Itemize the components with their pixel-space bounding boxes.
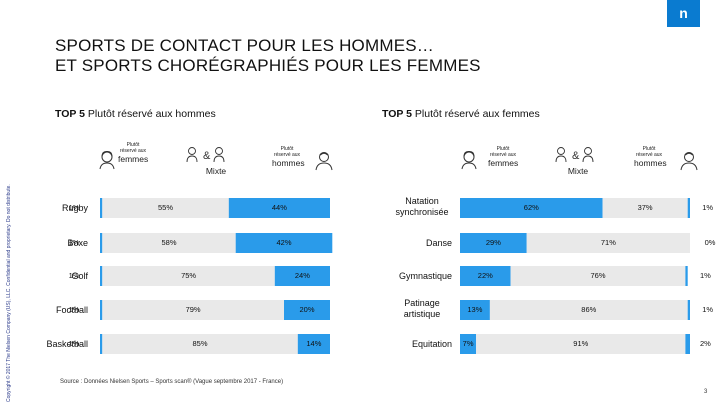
value-men: 20% (299, 305, 315, 314)
value-men: 44% (271, 203, 287, 212)
bar-women (460, 334, 477, 354)
bar-men (687, 300, 690, 320)
mixed-people-icon-right: & (555, 147, 594, 163)
value-mixed: 85% (192, 339, 208, 348)
value-men: 14% (306, 339, 322, 348)
bar-men (228, 198, 330, 218)
bar-men (687, 198, 690, 218)
value-mixed: 75% (181, 271, 197, 280)
value-mixed: 76% (590, 271, 606, 280)
value-men: 0% (704, 238, 716, 247)
value-men: 24% (294, 271, 310, 280)
right-header-men: Plutôt réservé aux hommes (634, 146, 667, 168)
value-men: 1% (702, 305, 714, 314)
value-men: 42% (276, 238, 292, 247)
value-women: 1% (68, 203, 80, 212)
bar-mixed (526, 233, 690, 253)
bar-men (685, 334, 690, 354)
left-panel-title: TOP 5 Plutôt réservé aux hommes (55, 108, 216, 120)
bar-men (274, 266, 330, 286)
bar-women (100, 233, 103, 253)
bar-men (284, 300, 330, 320)
left-header-women: Plutôt réservé aux femmes (118, 142, 149, 164)
woman-icon (99, 150, 115, 170)
man-icon-right (680, 152, 698, 171)
bar-women (460, 198, 603, 218)
slide-title: SPORTS DE CONTACT POUR LES HOMMES… ET SP… (55, 36, 481, 76)
left-panel-title-text: Plutôt réservé aux hommes (87, 108, 216, 120)
bar-mixed (489, 300, 688, 320)
man-icon (315, 152, 333, 171)
right-panel-title: TOP 5 Plutôt réservé aux femmes (382, 108, 540, 120)
nielsen-logo: n (667, 0, 700, 27)
value-women: 1% (68, 271, 80, 280)
left-header-men: Plutôt réservé aux hommes (272, 146, 305, 168)
row-label: Boxe (67, 238, 88, 248)
row-label: Patinage artistique (403, 298, 441, 319)
bar-mixed (102, 233, 236, 253)
svg-text:&: & (203, 150, 211, 162)
bar-women (100, 266, 103, 286)
bar-women (100, 334, 103, 354)
value-women: 22% (477, 271, 493, 280)
bar-women (460, 300, 490, 320)
bar-mixed (102, 266, 275, 286)
row-label: Natation synchronisée (395, 196, 449, 217)
row-label: Equitation (411, 339, 452, 349)
mixed-people-icon: & (186, 147, 225, 163)
right-panel-title-text: Plutôt réservé aux femmes (414, 108, 540, 120)
page-number: 3 (704, 389, 708, 395)
value-women: 7% (462, 339, 474, 348)
value-men: 1% (699, 271, 711, 280)
value-mixed: 58% (161, 238, 177, 247)
bar-mixed (602, 198, 688, 218)
svg-text:&: & (572, 150, 580, 162)
value-men: 1% (702, 203, 714, 212)
woman-icon-right (461, 150, 477, 170)
row-label: Danse (425, 238, 452, 248)
value-mixed: 79% (185, 305, 201, 314)
title-line-1: SPORTS DE CONTACT POUR LES HOMMES… (55, 36, 434, 55)
bar-women (100, 300, 103, 320)
row-label: Rugby (61, 203, 88, 213)
value-mixed: 55% (157, 203, 174, 212)
source-note: Source : Données Nielsen Sports – Sports… (60, 379, 284, 385)
bar-women (460, 233, 527, 253)
row-label: Golf (71, 271, 88, 281)
value-mixed: 91% (573, 339, 589, 348)
left-panel-title-bold: TOP 5 (55, 108, 85, 120)
bar-mixed (102, 300, 284, 320)
value-women: 29% (485, 238, 501, 247)
bar-mixed (102, 198, 229, 218)
bar-women (100, 198, 103, 218)
bar-mixed (510, 266, 686, 286)
row-label: Football (55, 305, 88, 315)
row-label: Gymnastique (398, 271, 452, 281)
bar-mixed (476, 334, 686, 354)
value-women: 13% (467, 305, 483, 314)
value-women: 1% (68, 305, 80, 314)
value-mixed: 86% (581, 305, 597, 314)
right-header-women: Plutôt réservé aux femmes (488, 146, 519, 168)
value-men: 2% (699, 339, 711, 348)
right-header-mixed: Mixte (567, 166, 589, 176)
right-panel-title-bold: TOP 5 (382, 108, 412, 120)
row-label: Basketball (46, 339, 88, 349)
value-women: 1% (68, 339, 80, 348)
value-mixed: 37% (637, 203, 653, 212)
bar-men (297, 334, 330, 354)
value-women: 1% (68, 238, 80, 247)
left-header-mixed: Mixte (205, 166, 227, 176)
title-line-2: ET SPORTS CHORÉGRAPHIÉS POUR LES FEMMES (55, 56, 481, 75)
bar-mixed (102, 334, 298, 354)
value-mixed: 71% (600, 238, 616, 247)
value-women: 62% (523, 203, 539, 212)
bar-men (685, 266, 688, 286)
bar-women (460, 266, 511, 286)
bar-men (235, 233, 333, 253)
